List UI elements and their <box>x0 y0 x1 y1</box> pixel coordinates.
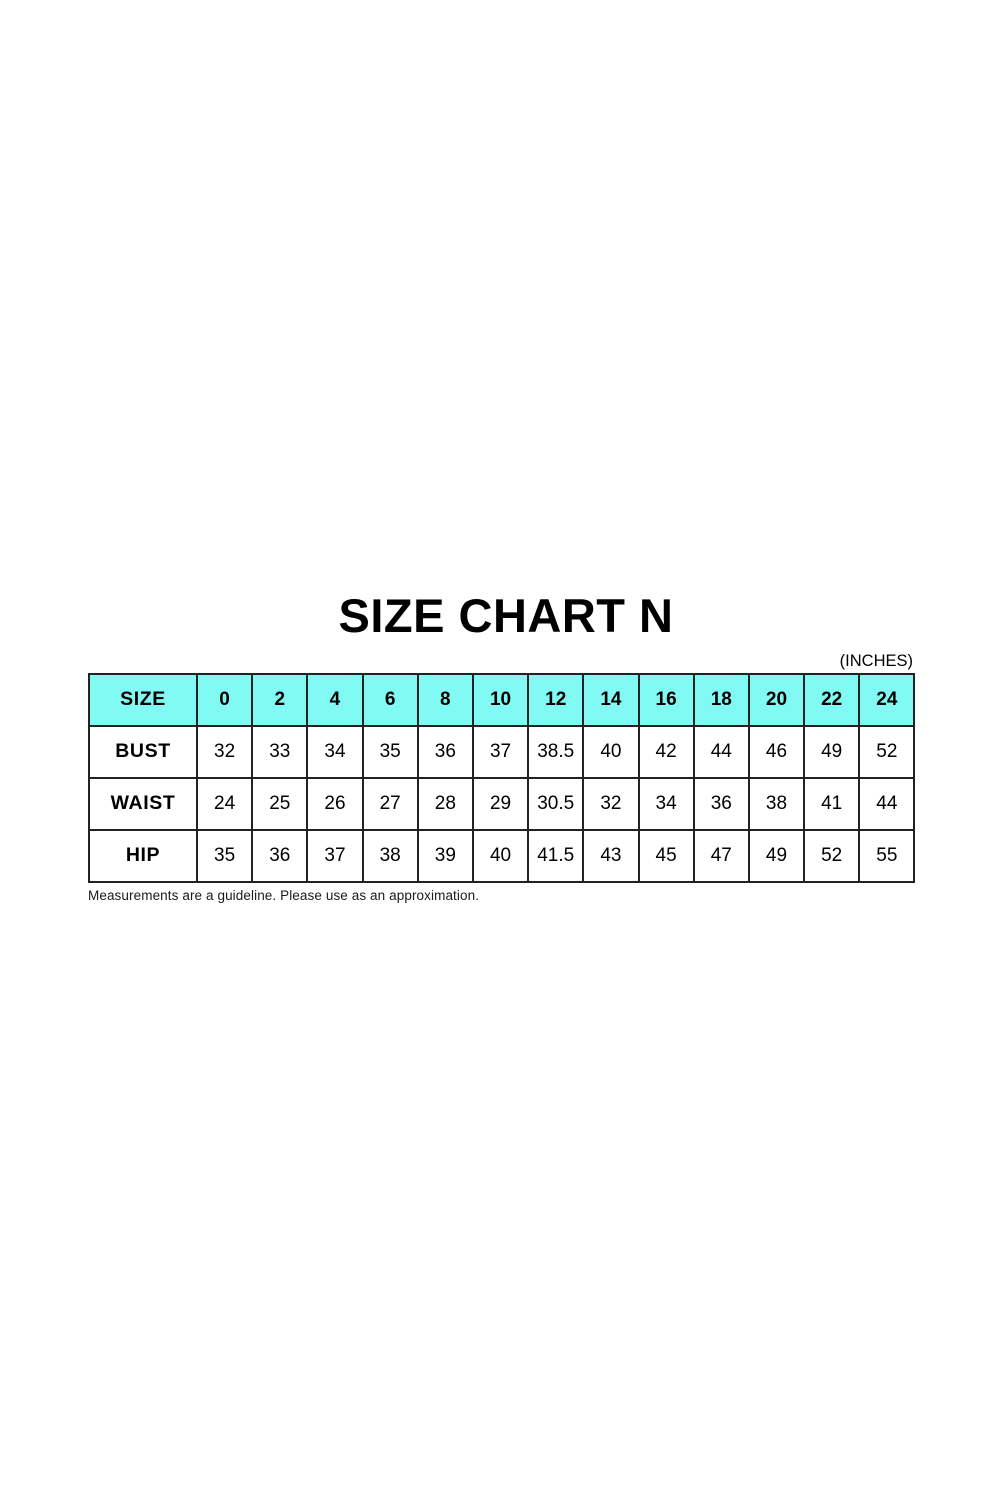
cell-hip-6: 38 <box>361 828 419 883</box>
cell-hip-20: 49 <box>747 828 806 883</box>
column-header-24: 24 <box>858 672 916 727</box>
cell-waist-4: 26 <box>306 776 364 831</box>
cell-hip-12: 41.5 <box>527 828 585 883</box>
cell-hip-16: 45 <box>637 828 695 883</box>
footnote-text: Measurements are a guideline. Please use… <box>88 887 480 903</box>
cell-waist-20: 38 <box>747 776 806 831</box>
table-row: BUST 32 33 34 35 36 37 38.5 40 42 44 46 … <box>88 724 916 779</box>
size-chart-block: SIZE CHART N (INCHES) SIZE 0 2 4 6 8 10 … <box>88 589 916 904</box>
cell-waist-10: 29 <box>471 776 530 831</box>
column-header-2: 2 <box>251 672 309 727</box>
cell-hip-8: 39 <box>416 828 474 883</box>
table-header-row: SIZE 0 2 4 6 8 10 12 14 16 18 20 22 24 <box>88 672 916 727</box>
column-header-6: 6 <box>361 672 419 727</box>
column-header-22: 22 <box>803 672 861 727</box>
cell-hip-4: 37 <box>306 828 364 883</box>
cell-bust-4: 34 <box>306 724 364 779</box>
cell-waist-8: 28 <box>416 776 474 831</box>
column-header-12: 12 <box>527 672 585 727</box>
cell-waist-6: 27 <box>361 776 419 831</box>
cell-waist-16: 34 <box>637 776 695 831</box>
units-label: (INCHES) <box>839 652 913 670</box>
cell-hip-22: 52 <box>803 828 861 883</box>
column-header-18: 18 <box>692 672 750 727</box>
cell-bust-12: 38.5 <box>527 724 585 779</box>
cell-bust-6: 35 <box>361 724 419 779</box>
row-label-waist: WAIST <box>88 776 198 831</box>
cell-waist-18: 36 <box>692 776 750 831</box>
row-label-hip: HIP <box>88 828 198 883</box>
column-header-8: 8 <box>416 672 474 727</box>
column-header-14: 14 <box>582 672 640 727</box>
table-row: WAIST 24 25 26 27 28 29 30.5 32 34 36 38… <box>88 776 916 831</box>
column-header-size: SIZE <box>88 672 198 727</box>
cell-hip-10: 40 <box>471 828 530 883</box>
cell-waist-12: 30.5 <box>527 776 585 831</box>
cell-waist-2: 25 <box>251 776 309 831</box>
column-header-0: 0 <box>195 672 254 727</box>
cell-bust-10: 37 <box>471 724 530 779</box>
cell-bust-22: 49 <box>803 724 861 779</box>
cell-bust-16: 42 <box>637 724 695 779</box>
cell-hip-14: 43 <box>582 828 640 883</box>
cell-bust-2: 33 <box>251 724 309 779</box>
cell-bust-18: 44 <box>692 724 750 779</box>
page-title: SIZE CHART N <box>338 589 674 642</box>
cell-hip-18: 47 <box>692 828 750 883</box>
size-chart-table: SIZE 0 2 4 6 8 10 12 14 16 18 20 22 24 B… <box>88 672 916 883</box>
cell-waist-22: 41 <box>803 776 861 831</box>
cell-bust-14: 40 <box>582 724 640 779</box>
table-row: HIP 35 36 37 38 39 40 41.5 43 45 47 49 5… <box>88 828 916 883</box>
cell-bust-24: 52 <box>858 724 916 779</box>
cell-waist-14: 32 <box>582 776 640 831</box>
cell-bust-8: 36 <box>416 724 474 779</box>
cell-waist-0: 24 <box>195 776 254 831</box>
column-header-20: 20 <box>747 672 806 727</box>
cell-bust-0: 32 <box>195 724 254 779</box>
cell-hip-0: 35 <box>195 828 254 883</box>
column-header-4: 4 <box>306 672 364 727</box>
row-label-bust: BUST <box>88 724 198 779</box>
cell-bust-20: 46 <box>747 724 806 779</box>
column-header-10: 10 <box>471 672 530 727</box>
cell-hip-24: 55 <box>858 828 916 883</box>
cell-hip-2: 36 <box>251 828 309 883</box>
column-header-16: 16 <box>637 672 695 727</box>
cell-waist-24: 44 <box>858 776 916 831</box>
